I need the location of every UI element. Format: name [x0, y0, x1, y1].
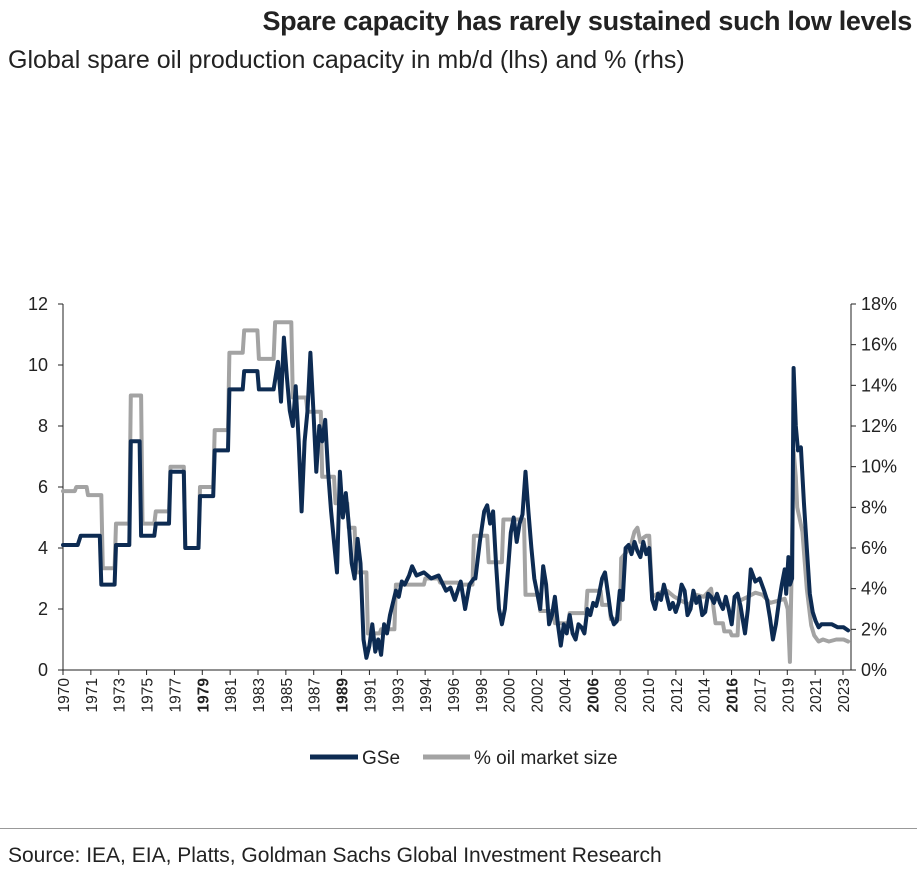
- chart-title: Spare capacity has rarely sustained such…: [262, 6, 912, 36]
- y-right-tick-label: 16%: [861, 335, 897, 355]
- y-right-tick-label: 10%: [861, 457, 897, 477]
- x-tick-label: 1977: [167, 678, 184, 712]
- x-tick-label: 1981: [223, 678, 240, 712]
- y-left-tick-label: 6: [38, 477, 48, 497]
- x-tick-label: 2014: [697, 678, 714, 713]
- divider: [0, 828, 917, 829]
- line-chart: 0 2 4 6 8 10 12 0% 2% 4% 6% 8% 10% 12% 14% 16% 18% 1970 19…: [28, 294, 897, 769]
- x-tick-label: 1993: [390, 678, 407, 712]
- x-tick-label: 1971: [84, 678, 101, 712]
- y-left-tick-label: 10: [28, 355, 48, 375]
- x-tick-label: 1973: [112, 678, 129, 712]
- x-tick-label: 2010: [641, 678, 658, 713]
- x-tick-label: 1998: [474, 678, 491, 712]
- x-tick-label: 1983: [251, 678, 268, 712]
- x-tick-label: 2016: [725, 678, 742, 713]
- y-right-tick-label: 18%: [861, 294, 897, 314]
- x-tick-label: 2000: [502, 678, 519, 713]
- x-tick-label: 1989: [335, 678, 352, 713]
- x-tick-label: 1975: [140, 678, 157, 712]
- x-tick-label: 2002: [530, 678, 547, 712]
- y-right-tick-label: 2%: [861, 619, 887, 639]
- x-tick-label: 1991: [362, 678, 379, 712]
- series-line-gse: [61, 335, 851, 660]
- x-tick-label: 2004: [557, 678, 574, 713]
- y-right-tick-label: 6%: [861, 538, 887, 558]
- x-tick-label: 1987: [307, 678, 324, 712]
- x-tick-label: 1985: [279, 678, 296, 712]
- x-tick-label: 2021: [808, 678, 825, 712]
- legend-label-pct-oil-market: % oil market size: [474, 748, 618, 769]
- x-tick-label: 1970: [56, 678, 73, 713]
- chart-subtitle: Global spare oil production capacity in …: [8, 46, 685, 74]
- y-left-tick-label: 4: [38, 538, 48, 558]
- series-line-pct-oil-market: [61, 320, 851, 664]
- source-note: Source: IEA, EIA, Platts, Goldman Sachs …: [8, 844, 662, 867]
- y-left-tick-label: 2: [38, 599, 48, 619]
- y-right-tick-label: 0%: [861, 660, 887, 680]
- y-right-tick-label: 8%: [861, 497, 887, 517]
- x-tick-label: 1979: [195, 678, 212, 713]
- y-right-tick-label: 14%: [861, 375, 897, 395]
- y-right-tick-label: 4%: [861, 579, 887, 599]
- y-left-tick-label: 0: [38, 660, 48, 680]
- x-tick-label: 1996: [446, 678, 463, 712]
- y-left-tick-label: 12: [28, 294, 48, 314]
- x-tick-label: 2006: [585, 678, 602, 713]
- x-tick-label: 2023: [836, 678, 853, 712]
- x-tick-label: 2019: [780, 678, 797, 712]
- x-tick-label: 2017: [752, 678, 769, 712]
- y-right-tick-label: 12%: [861, 416, 897, 436]
- x-tick-label: 2008: [613, 678, 630, 712]
- legend-label-gse: GSe: [362, 748, 400, 769]
- y-left-tick-label: 8: [38, 416, 48, 436]
- x-tick-label: 2012: [669, 678, 686, 712]
- x-tick-label: 1994: [418, 678, 435, 713]
